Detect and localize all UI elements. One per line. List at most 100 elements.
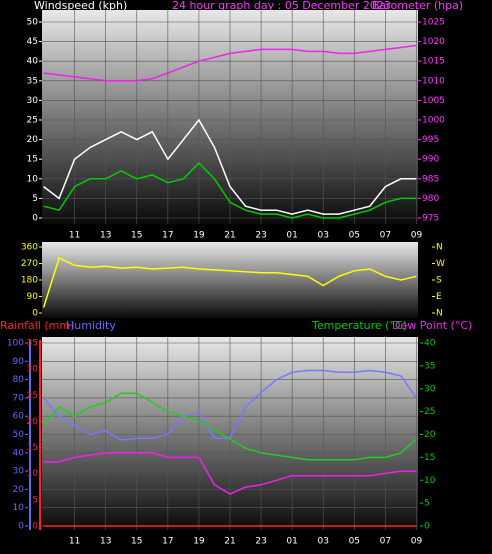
y2-tick-label: 990	[422, 155, 439, 165]
y-axis-title: Windspeed (kph)	[34, 0, 127, 12]
y2-tick-label: W	[436, 259, 445, 269]
x-tick-label: 09	[411, 537, 423, 547]
y-tick-label: 35	[27, 76, 38, 86]
y2-tick-label: 1015	[422, 57, 445, 67]
x-tick-label: 07	[380, 537, 391, 547]
x-tick-label: 05	[349, 537, 360, 547]
y-tick-label: 40	[13, 448, 25, 458]
x-tick-label: 01	[286, 231, 297, 241]
humidity-axis-title: Humidity	[66, 319, 116, 332]
y2-tick-label: 30	[424, 384, 436, 394]
y-tick-label: 5	[32, 194, 38, 204]
series-line	[43, 369, 418, 441]
temperature-axis-title: Temperature (°C)	[311, 319, 407, 332]
x-tick-label: 17	[162, 231, 173, 241]
y2-tick-label: 20	[424, 430, 436, 440]
x-tick-label: 21	[224, 231, 235, 241]
y-tick-label: 360	[21, 243, 38, 253]
x-tick-label: 19	[193, 231, 205, 241]
x-tick-label: 13	[100, 537, 111, 547]
y2-tick-label: 0	[424, 522, 430, 532]
y2-tick-label: 980	[422, 194, 439, 204]
y-tick-label: 180	[21, 276, 38, 286]
x-tick-label: 19	[193, 537, 205, 547]
series-line	[42, 256, 417, 308]
y-tick-label: 0	[18, 522, 24, 532]
x-tick-label: 15	[131, 231, 142, 241]
x-tick-label: 09	[411, 231, 423, 241]
x-tick-label: 05	[349, 231, 360, 241]
y2-tick-label: 1020	[422, 37, 445, 47]
y2-tick-label: N	[436, 243, 443, 253]
y3-tick-label: 35	[27, 339, 38, 349]
y-tick-label: 60	[13, 412, 25, 422]
y-tick-label: 0	[32, 309, 38, 319]
y2-tick-label: S	[436, 276, 442, 286]
chart-title: 24 hour graph day : 05 December 2023	[172, 0, 391, 12]
y2-tick-label: 10	[424, 476, 436, 486]
y-tick-label: 80	[13, 375, 25, 385]
series-line	[43, 44, 417, 82]
y2-tick-label: 35	[424, 361, 435, 371]
y-tick-label: 50	[13, 430, 25, 440]
y2-tick-label: 5	[424, 499, 430, 509]
y2-tick-label: E	[436, 292, 442, 302]
x-tick-label: 11	[69, 231, 80, 241]
y2-axis-title: Barometer (hpa)	[372, 0, 463, 12]
y-tick-label: 270	[21, 259, 38, 269]
y2-tick-label: 995	[422, 135, 439, 145]
y3-tick-label: 5	[32, 495, 38, 505]
series-line	[43, 118, 417, 215]
y2-tick-label: 1000	[422, 116, 445, 126]
y-tick-label: 45	[27, 37, 38, 47]
y-tick-label: 50	[27, 18, 39, 28]
y3-tick-label: 30	[27, 365, 39, 375]
x-tick-label: 15	[131, 537, 142, 547]
y2-tick-label: 1010	[422, 76, 445, 86]
y-tick-label: 0	[32, 214, 38, 224]
rainfall-axis-title: Rainfall (mm)	[0, 319, 74, 332]
y-tick-label: 90	[13, 357, 25, 367]
y-tick-label: 30	[27, 96, 39, 106]
x-tick-label: 03	[317, 231, 328, 241]
y-tick-label: 10	[13, 503, 25, 513]
y-tick-label: 40	[27, 57, 39, 67]
y-tick-label: 30	[13, 467, 25, 477]
y2-tick-label: 1025	[422, 18, 445, 28]
y2-tick-label: 40	[424, 339, 436, 349]
y2-tick-label: 975	[422, 214, 439, 224]
y3-tick-label: 25	[27, 391, 38, 401]
y-tick-label: 90	[27, 292, 39, 302]
series-line	[43, 452, 417, 495]
x-tick-label: 11	[69, 537, 80, 547]
y-tick-label: 10	[27, 174, 39, 184]
x-tick-label: 07	[380, 231, 391, 241]
x-tick-label: 03	[317, 537, 328, 547]
plot-area	[42, 242, 418, 318]
y3-tick-label: 0	[32, 522, 38, 532]
y3-tick-label: 10	[27, 469, 39, 479]
x-tick-label: 01	[286, 537, 297, 547]
x-tick-label: 23	[255, 537, 266, 547]
y-tick-label: 25	[27, 116, 38, 126]
series-line	[43, 162, 417, 219]
y2-tick-label: 1005	[422, 96, 445, 106]
y3-tick-label: 20	[27, 417, 39, 427]
y3-tick-label: 15	[27, 443, 38, 453]
x-tick-label: 13	[100, 231, 111, 241]
y-tick-label: 20	[13, 485, 25, 495]
y-tick-label: 20	[27, 135, 39, 145]
x-tick-label: 17	[162, 537, 173, 547]
y-tick-label: 100	[7, 339, 24, 349]
x-tick-label: 21	[224, 537, 235, 547]
series-line	[43, 392, 417, 461]
x-tick-label: 23	[255, 231, 266, 241]
y2-tick-label: 985	[422, 174, 439, 184]
y2-tick-label: 25	[424, 407, 435, 417]
y-tick-label: 15	[27, 155, 38, 165]
dewpoint-axis-title: Dew Point (°C)	[392, 319, 472, 332]
y2-tick-label: 15	[424, 453, 435, 463]
y-tick-label: 70	[13, 393, 25, 403]
y2-tick-label: N	[436, 309, 443, 319]
